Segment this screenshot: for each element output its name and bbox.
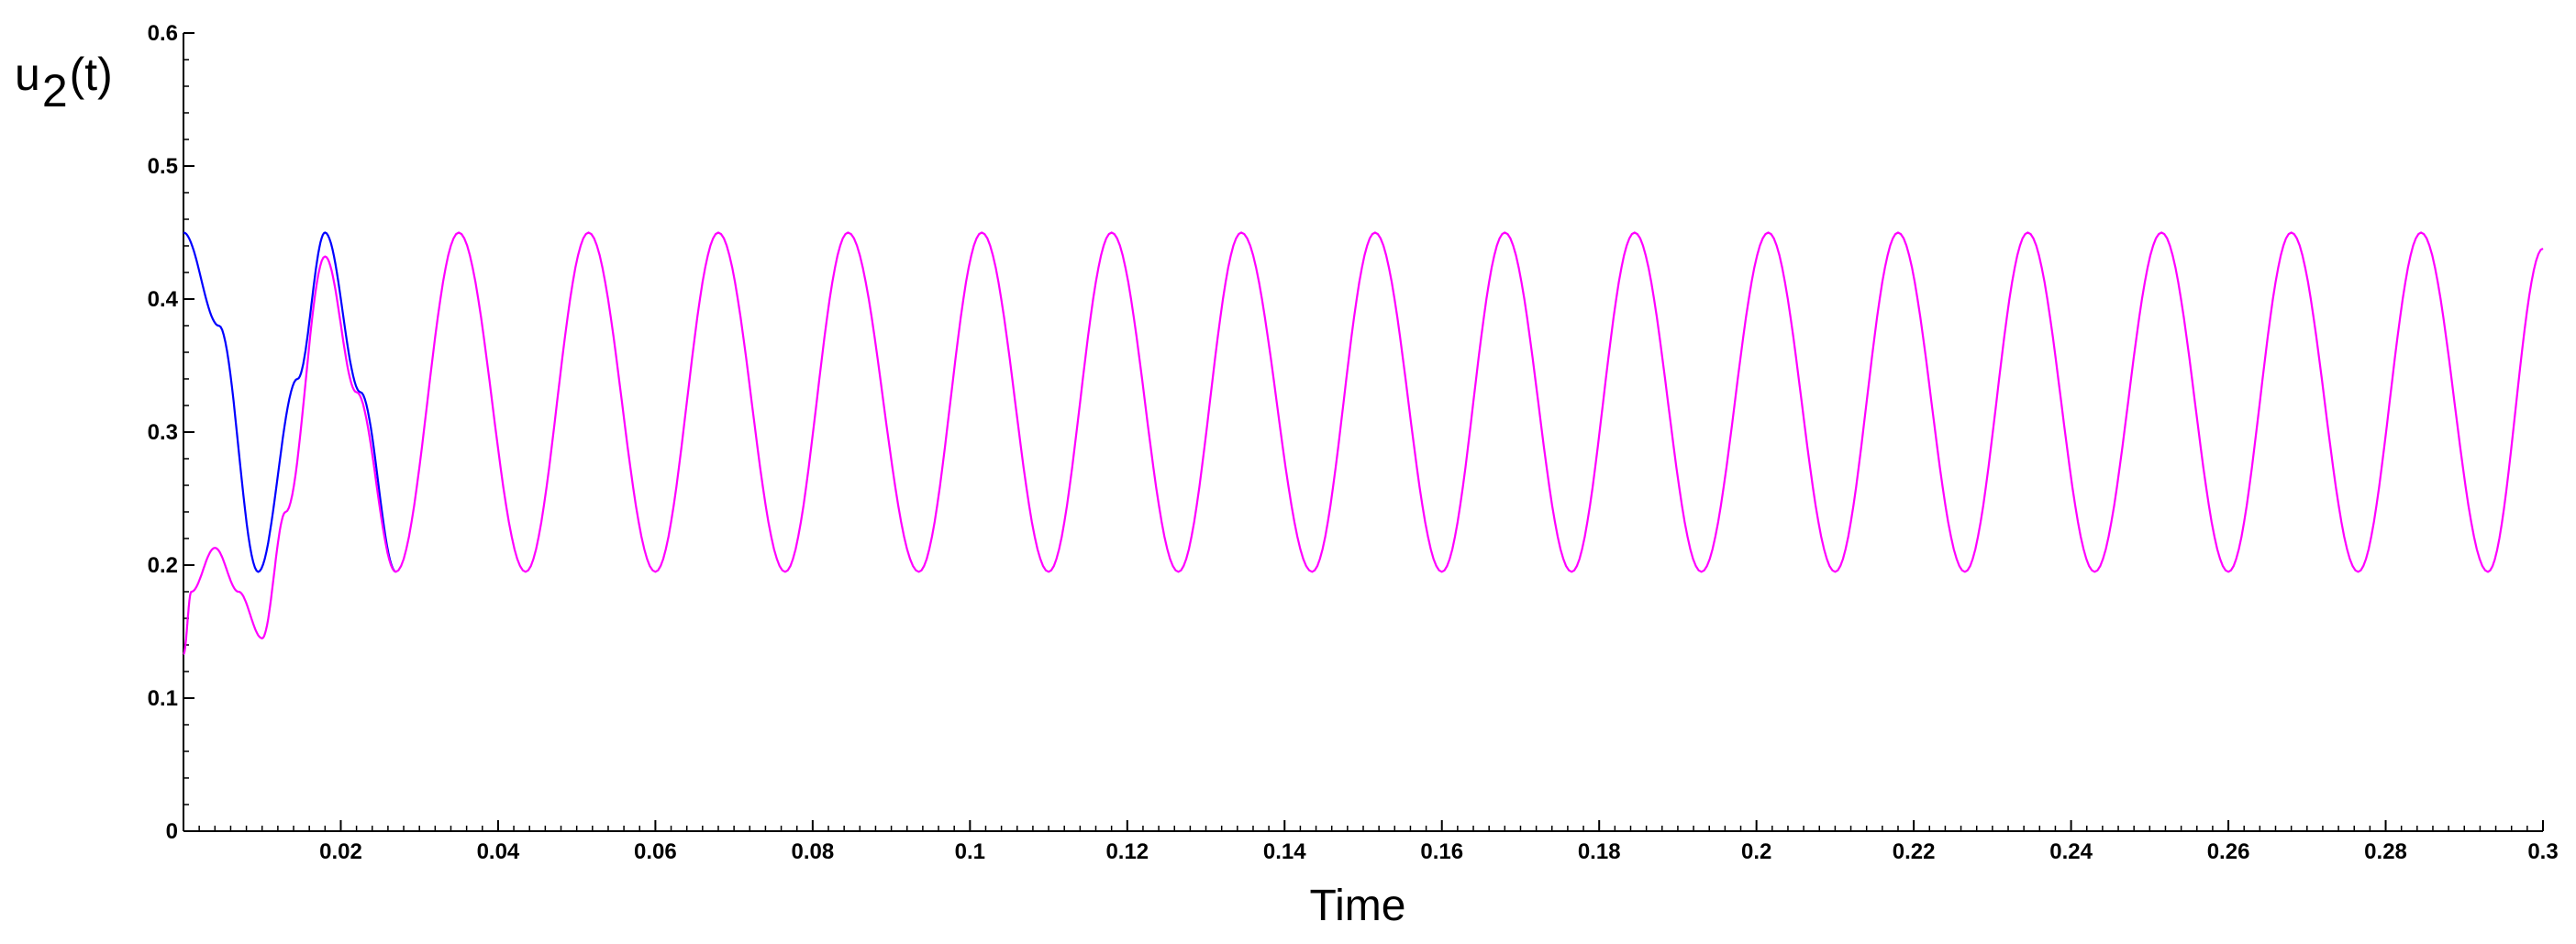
y-tick-label: 0.6 bbox=[148, 21, 178, 46]
y-tick-label: 0.1 bbox=[148, 686, 178, 711]
x-tick-label: 0.26 bbox=[2207, 839, 2250, 864]
series-line-2 bbox=[183, 231, 2544, 656]
y-axis-label: u2(t) bbox=[15, 49, 113, 117]
x-tick-label: 0.14 bbox=[1263, 839, 1306, 864]
x-tick-label: 0.3 bbox=[2527, 839, 2558, 864]
x-axis-label: Time bbox=[1309, 882, 1406, 930]
x-tick-label: 0.16 bbox=[1420, 839, 1463, 864]
y-tick-label: 0 bbox=[166, 819, 178, 844]
x-tick-label: 0.02 bbox=[319, 839, 362, 864]
x-tick-label: 0.24 bbox=[2049, 839, 2093, 864]
x-tick-label: 0.2 bbox=[1741, 839, 1771, 864]
y-tick-label: 0.4 bbox=[148, 287, 179, 312]
y-tick-label: 0.2 bbox=[148, 553, 178, 578]
series-line-1 bbox=[183, 231, 397, 573]
x-tick-label: 0.08 bbox=[792, 839, 835, 864]
x-tick-label: 0.04 bbox=[477, 839, 520, 864]
x-tick-label: 0.22 bbox=[1893, 839, 1936, 864]
x-tick-label: 0.12 bbox=[1105, 839, 1149, 864]
x-tick-label: 0.06 bbox=[634, 839, 677, 864]
x-tick-label: 0.18 bbox=[1578, 839, 1621, 864]
y-tick-label: 0.5 bbox=[148, 154, 178, 179]
y-tick-label: 0.3 bbox=[148, 420, 178, 445]
x-tick-label: 0.28 bbox=[2364, 839, 2407, 864]
x-tick-label: 0.1 bbox=[955, 839, 985, 864]
